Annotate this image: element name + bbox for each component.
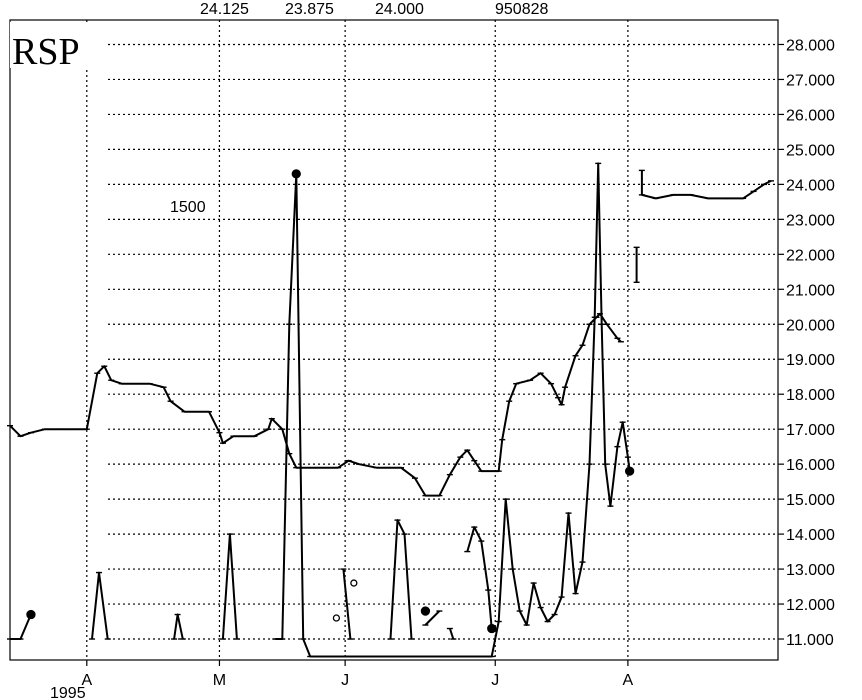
marker-layer (26, 169, 635, 634)
x-tick-label: A (81, 672, 92, 689)
volume-annotation: 1500 (170, 199, 206, 216)
filled-marker (26, 609, 36, 620)
open-marker (350, 579, 358, 587)
y-tick-label: 11.000 (786, 632, 834, 649)
filled-marker (291, 169, 301, 179)
chart-title: RSP (12, 31, 80, 73)
trace-layer (7, 162, 775, 658)
year-label: 1995 (50, 685, 86, 700)
y-tick-label: 16.000 (786, 457, 835, 474)
x-tick-label: A (623, 672, 634, 689)
header-value-2: 23.875 (285, 1, 334, 18)
y-tick-label: 24.000 (786, 177, 835, 194)
y-tick-label: 12.000 (786, 597, 835, 614)
header-value-1: 24.125 (200, 1, 249, 18)
y-tick-label: 14.000 (786, 527, 835, 544)
price-trace-4 (10, 614, 32, 640)
y-tick-label: 28.000 (786, 37, 835, 54)
y-tick-label: 27.000 (786, 72, 835, 89)
grid-layer (86, 20, 778, 660)
y-tick-label: 19.000 (786, 352, 835, 369)
header-value-3: 24.000 (375, 1, 424, 18)
price-trace-6 (173, 613, 184, 640)
symbol-backdrop (10, 22, 106, 68)
price-trace-11 (448, 628, 455, 640)
y-tick-label: 21.000 (786, 282, 835, 299)
header-value-4: 950828 (495, 1, 548, 18)
filled-marker (624, 466, 635, 476)
price-trace-9 (389, 519, 413, 640)
price-trace-10 (424, 610, 441, 626)
y-tick-label: 17.000 (786, 422, 835, 439)
y-tick-label: 20.000 (786, 317, 835, 334)
x-tick-label: M (213, 672, 226, 689)
x-tick-label: J (341, 672, 349, 689)
filled-marker (487, 623, 497, 634)
price-trace-5 (91, 571, 109, 640)
y-tick-label: 23.000 (786, 212, 835, 229)
x-tick-label: J (491, 672, 499, 689)
y-tick-label: 22.000 (786, 247, 835, 264)
y-tick-label: 13.000 (786, 562, 835, 579)
y-tick-label: 25.000 (786, 142, 835, 159)
price-trace-1 (275, 162, 631, 658)
price-trace-2 (640, 170, 772, 200)
y-tick-label: 15.000 (786, 492, 835, 509)
price-trace-7 (221, 533, 238, 640)
y-tick-label: 18.000 (786, 387, 835, 404)
y-axis-ticks: 28.000 27.000 26.000 25.000 24.000 23.000 22.0… (778, 37, 835, 649)
open-marker (332, 614, 341, 622)
price-trace-12 (466, 526, 493, 629)
filled-marker (420, 606, 431, 616)
price-trace-8 (342, 569, 352, 640)
plot-frame (9, 19, 779, 661)
y-tick-label: 26.000 (786, 107, 835, 124)
